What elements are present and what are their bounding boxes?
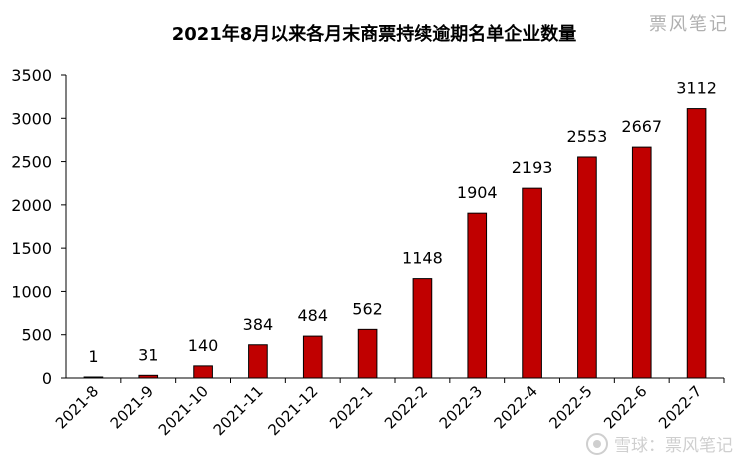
data-label: 2193 — [512, 158, 553, 177]
data-label: 3112 — [676, 79, 717, 98]
watermark-top: 票风笔记 — [649, 14, 729, 35]
watermark-bottom: 雪球：票风笔记 — [586, 431, 733, 456]
x-tick-label: 2022-6 — [600, 382, 650, 432]
bar — [138, 374, 159, 379]
y-tick-label: 1500 — [11, 239, 52, 258]
bar — [193, 365, 213, 379]
y-tick-label: 0 — [42, 369, 52, 388]
y-tick-label: 500 — [21, 326, 52, 345]
bar — [631, 146, 652, 379]
bar — [467, 212, 488, 379]
x-tick-label: 2021-12 — [265, 382, 322, 439]
bar — [522, 187, 542, 379]
x-tick-label: 2022-4 — [491, 382, 541, 432]
x-tick-label: 2021-10 — [155, 382, 212, 439]
data-label: 1148 — [402, 249, 443, 268]
data-label: 484 — [297, 306, 328, 325]
bar — [412, 278, 433, 379]
bar — [357, 328, 378, 379]
watermark-bottom-text: 雪球：票风笔记 — [614, 436, 733, 456]
x-tick-label: 2022-2 — [381, 382, 431, 432]
y-axis: 0 500 1000 1500 2000 2500 3000 3500 — [11, 66, 67, 388]
data-label: 140 — [188, 336, 219, 355]
x-tick-label: 2021-9 — [107, 382, 157, 432]
x-tick-label: 2022-5 — [545, 382, 595, 432]
bars-group — [83, 108, 707, 379]
data-label: 562 — [352, 299, 383, 318]
bar — [302, 335, 323, 379]
y-tick-label: 2000 — [11, 196, 52, 215]
y-tick-label: 3000 — [11, 109, 52, 128]
xueqiu-logo-icon — [586, 432, 608, 455]
chart-title: 2021年8月以来各月末商票持续逾期名单企业数量 — [172, 23, 577, 45]
bar — [686, 108, 707, 379]
x-tick-label: 2021-8 — [52, 382, 102, 432]
bar — [248, 344, 268, 379]
data-labels-group: 1 31 140 384 484 562 1148 1904 2193 2553 2667 3112 — [88, 79, 717, 366]
x-tick-label: 2021-11 — [210, 382, 267, 439]
data-label: 1904 — [457, 183, 498, 202]
x-tick-label: 2022-1 — [326, 382, 376, 432]
y-tick-label: 3500 — [11, 66, 52, 85]
bar — [577, 156, 597, 379]
x-tick-label: 2022-7 — [655, 382, 705, 432]
x-tick-label: 2022-3 — [436, 382, 486, 432]
data-label: 1 — [88, 347, 98, 366]
data-label: 2553 — [567, 127, 608, 146]
bar — [83, 376, 104, 379]
y-tick-label: 1000 — [11, 282, 52, 301]
y-tick-label: 2500 — [11, 153, 52, 172]
data-label: 384 — [243, 315, 274, 334]
data-label: 2667 — [621, 117, 662, 136]
data-label: 31 — [138, 345, 158, 364]
